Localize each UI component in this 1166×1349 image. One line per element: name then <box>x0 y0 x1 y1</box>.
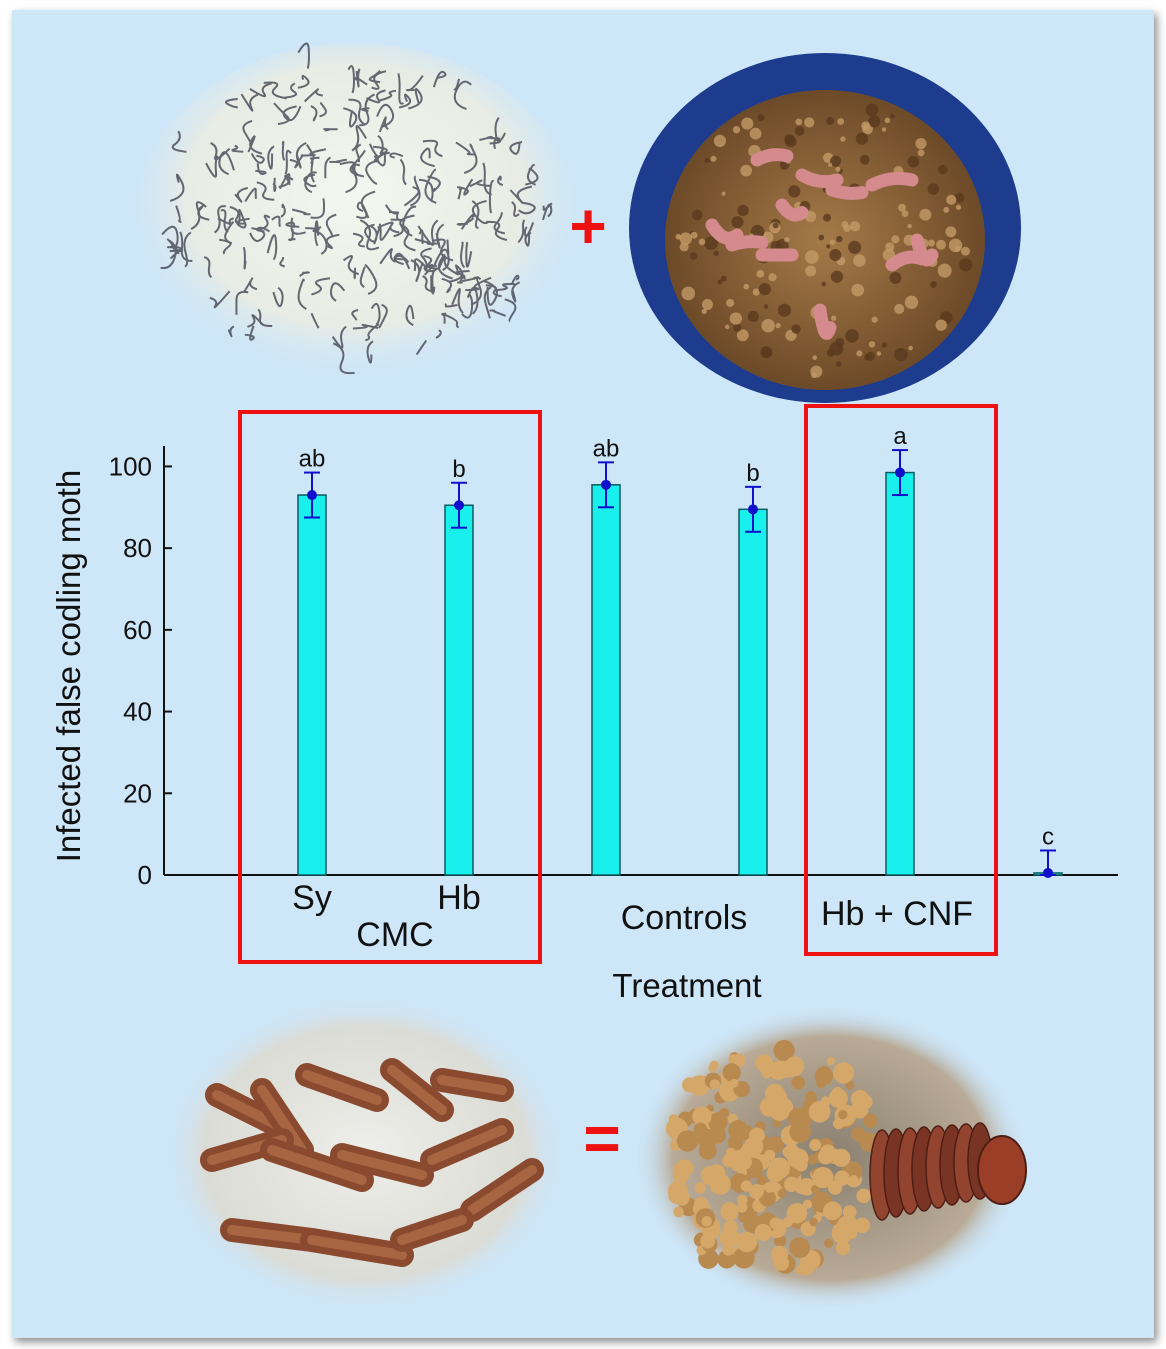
larva-closeup-photo <box>634 1006 1027 1310</box>
plus-sign: + <box>569 190 606 262</box>
bar <box>297 494 327 876</box>
significance-label: b <box>746 460 759 487</box>
equals-sign: = <box>583 1102 620 1174</box>
category-label: Sy <box>292 879 332 917</box>
significance-label: ab <box>299 446 326 473</box>
significance-label: c <box>1042 823 1054 850</box>
y-axis-title: Infected false codling moth <box>50 470 87 863</box>
bar <box>738 508 768 876</box>
y-tick-label: 100 <box>109 451 152 481</box>
y-tick-label: 80 <box>123 533 152 563</box>
significance-label: b <box>452 456 465 483</box>
infected-larvae-photo <box>163 995 567 1311</box>
x-axis-title: Treatment <box>612 967 761 1004</box>
mean-point <box>307 490 317 501</box>
y-tick-label: 60 <box>123 615 152 645</box>
figure-canvas: + Infected false codling moth Treatment … <box>50 42 1118 1311</box>
significance-label: ab <box>593 435 620 462</box>
bar <box>444 504 474 876</box>
mean-point <box>1043 867 1053 878</box>
bar <box>591 484 621 876</box>
mean-point <box>601 479 611 490</box>
group-label: Hb + CNF <box>821 895 973 933</box>
mean-point <box>895 467 905 478</box>
y-tick-label: 40 <box>123 697 152 727</box>
highlight-box <box>804 404 998 956</box>
larvae-soil-photo <box>629 53 1021 403</box>
category-label: Hb <box>437 879 480 917</box>
highlight-box <box>238 410 542 964</box>
mean-point <box>454 500 464 511</box>
significance-label: a <box>893 423 907 450</box>
y-tick-label: 20 <box>123 778 152 808</box>
bar-chart: Infected false codling moth Treatment 0 2… <box>50 404 1118 1004</box>
figure-panel: + Infected false codling moth Treatment … <box>12 10 1154 1338</box>
group-label: CMC <box>356 916 433 954</box>
bar <box>885 471 915 876</box>
mean-point <box>748 504 758 515</box>
nematodes-photo <box>137 42 573 383</box>
y-tick-label: 0 <box>138 860 152 890</box>
group-label: Controls <box>621 899 748 937</box>
